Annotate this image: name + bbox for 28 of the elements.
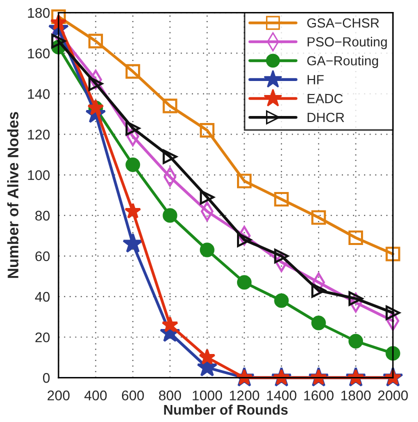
y-tick-label: 20 [35, 332, 50, 342]
x-tick-label: 2000 [378, 390, 408, 400]
legend-label: GSA−CHSR [307, 18, 379, 28]
x-tick-label: 800 [159, 390, 182, 400]
x-tick-label: 1200 [230, 390, 260, 400]
y-tick-label: 100 [28, 170, 50, 180]
legend-label: PSO−Routing [308, 36, 387, 50]
x-tick-label: 400 [84, 390, 107, 400]
y-axis-title: Number of Alive Nodes [7, 112, 18, 278]
x-tick-label: 200 [48, 390, 70, 400]
x-tick-label: 1600 [304, 390, 334, 400]
x-tick-label: 1000 [192, 390, 222, 400]
x-tick-label: 1800 [341, 390, 371, 400]
y-tick-label: 60 [35, 251, 50, 262]
y-tick-label: 160 [28, 48, 50, 58]
legend-label: HF [308, 75, 324, 84]
legend-label: GA−Routing [307, 56, 378, 68]
y-tick-label: 80 [35, 210, 50, 221]
y-tick-label: 180 [28, 8, 50, 18]
legend-label: EADC [308, 94, 343, 104]
legend-label: DHCR [308, 112, 344, 122]
y-tick-label: 120 [28, 130, 50, 140]
y-tick-label: 0 [43, 373, 50, 383]
x-tick-label: 1400 [267, 390, 296, 400]
x-axis-title: Number of Rounds [164, 404, 288, 415]
y-tick-label: 40 [35, 292, 50, 302]
x-tick-label: 600 [122, 390, 144, 400]
y-tick-label: 140 [28, 89, 50, 99]
